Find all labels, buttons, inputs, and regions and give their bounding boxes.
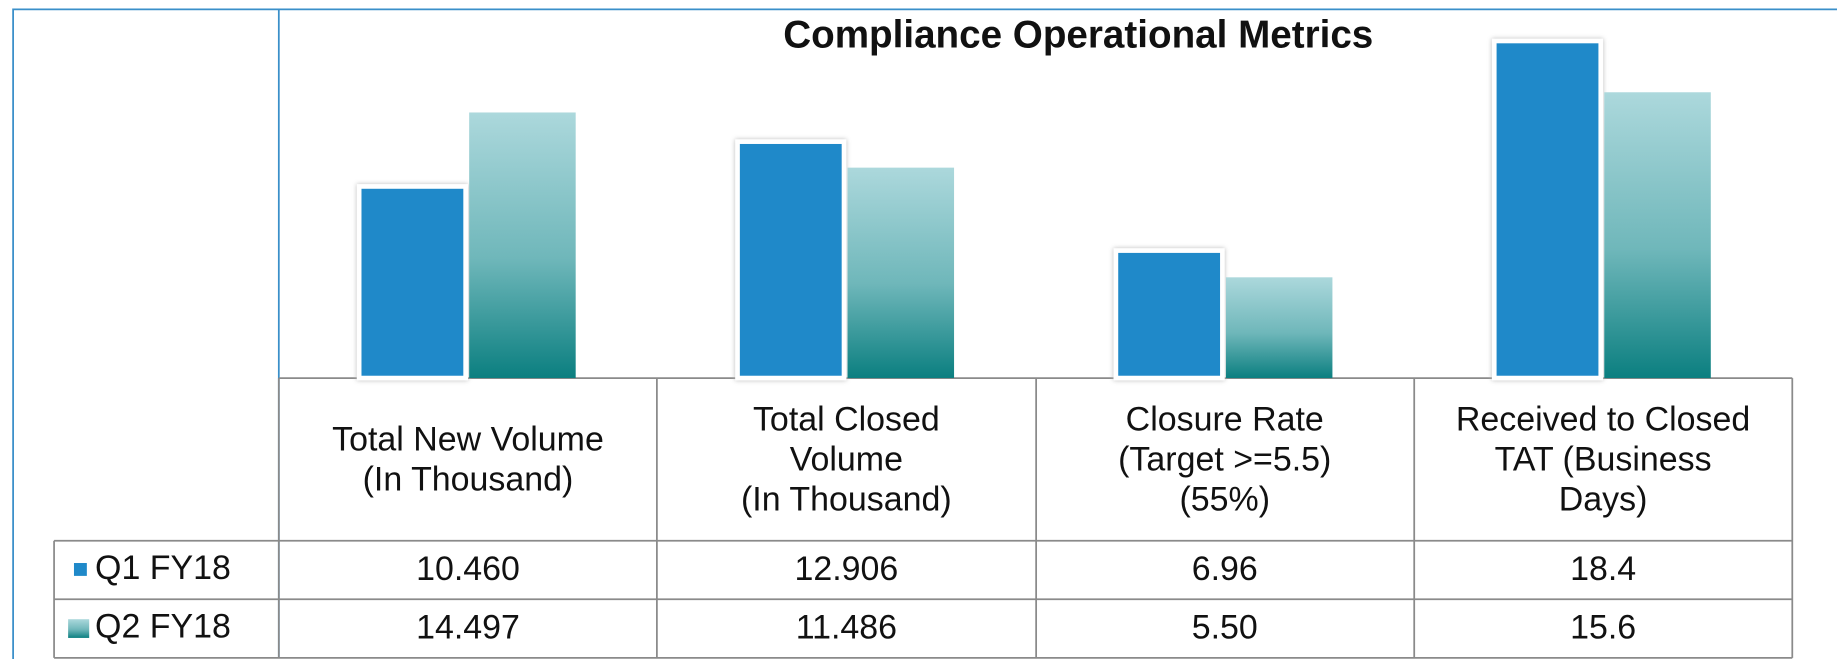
- category-label: Total Closed Volume (In Thousand): [741, 400, 952, 518]
- bar: [1604, 92, 1711, 379]
- bar: [469, 112, 576, 379]
- value-label: 18.4: [1570, 550, 1636, 588]
- category-label-box: Total Closed Volume (In Thousand): [741, 400, 952, 518]
- value-label: 15.6: [1570, 609, 1636, 647]
- value-label: 10.460: [416, 550, 520, 588]
- value-label: 14.497: [416, 609, 520, 647]
- bar: [735, 139, 847, 381]
- category-label: Total New Volume (In Thousand): [332, 420, 604, 499]
- bar: [1491, 38, 1604, 381]
- category-label-box: Received to Closed TAT (Business Days): [1455, 400, 1751, 518]
- bar: [1113, 248, 1225, 381]
- bar: [847, 167, 955, 379]
- category-label-box: Closure Rate (Target >=5.5) (55%): [1118, 400, 1332, 518]
- category-label: Closure Rate (Target >=5.5) (55%): [1118, 400, 1332, 518]
- value-label: 6.96: [1192, 550, 1258, 588]
- value-label: 5.50: [1192, 609, 1258, 647]
- value-label: 11.486: [796, 609, 897, 647]
- chart-title: Compliance Operational Metrics: [783, 14, 1373, 57]
- legend-key: [73, 563, 87, 576]
- legend-label: Q1 FY18: [95, 549, 231, 587]
- category-label-box: Total New Volume (In Thousand): [332, 420, 604, 499]
- legend-key: [68, 619, 90, 638]
- frame: [12, 8, 1837, 659]
- category-label: Received to Closed TAT (Business Days): [1455, 400, 1751, 518]
- legend-label: Q2 FY18: [95, 608, 231, 646]
- bar: [1225, 277, 1333, 379]
- bar: [356, 184, 468, 381]
- value-label: 12.906: [794, 550, 898, 588]
